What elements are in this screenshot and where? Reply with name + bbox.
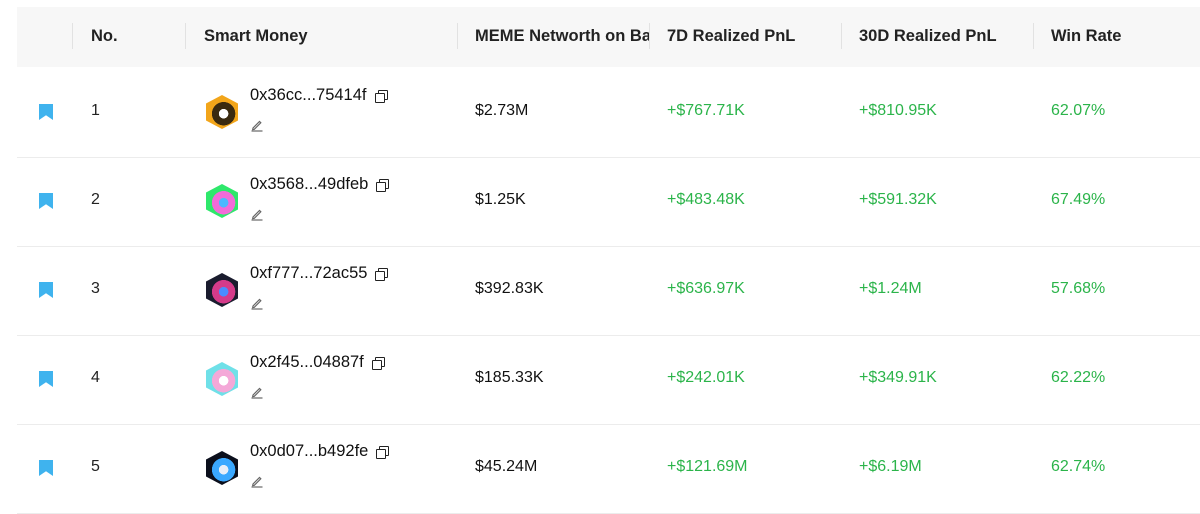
- smart-money-table: No. Smart Money MEME Networth on Ba 7D R…: [17, 7, 1200, 514]
- copy-icon[interactable]: [375, 90, 388, 103]
- table-row[interactable]: 3 0xf777...72ac55 $392.83K +$636.97K +$1.24M…: [17, 246, 1200, 336]
- table-row[interactable]: 4 0x2f45...04887f $185.33K +$242.01K +$349.9…: [17, 335, 1200, 425]
- wallet-avatar[interactable]: [206, 451, 238, 485]
- table-row[interactable]: 1 0x36cc...75414f $2.73M +$767.71K +$810.95K…: [17, 68, 1200, 158]
- wallet-address[interactable]: 0xf777...72ac55: [250, 264, 368, 282]
- pnl-7d-value: +$483.48K: [667, 191, 745, 208]
- table-row[interactable]: 2 0x3568...49dfeb $1.25K +$483.48K +$591.32K…: [17, 157, 1200, 247]
- table-row[interactable]: 5 0x0d07...b492fe $45.24M +$121.69M +$6.19M 6…: [17, 424, 1200, 514]
- edit-icon[interactable]: [250, 118, 264, 132]
- edit-icon[interactable]: [250, 474, 264, 488]
- copy-icon[interactable]: [376, 446, 389, 459]
- table-header: No. Smart Money MEME Networth on Ba 7D R…: [17, 7, 1200, 67]
- edit-icon[interactable]: [250, 385, 264, 399]
- row-number: 5: [91, 458, 100, 475]
- wallet-avatar[interactable]: [206, 362, 238, 396]
- networth-value: $1.25K: [475, 191, 526, 208]
- edit-icon[interactable]: [250, 296, 264, 310]
- header-divider: [457, 23, 458, 49]
- bookmark-icon[interactable]: [39, 460, 53, 476]
- wallet-address[interactable]: 0x0d07...b492fe: [250, 442, 369, 460]
- pnl-7d-value: +$636.97K: [667, 280, 745, 297]
- win-rate-value: 67.49%: [1051, 191, 1106, 208]
- header-no[interactable]: No.: [91, 27, 118, 45]
- copy-icon[interactable]: [376, 179, 389, 192]
- row-number: 1: [91, 102, 100, 119]
- header-divider: [72, 23, 73, 49]
- pnl-7d-value: +$242.01K: [667, 369, 745, 386]
- header-networth[interactable]: MEME Networth on Ba: [475, 27, 649, 45]
- win-rate-value: 57.68%: [1051, 280, 1106, 297]
- bookmark-icon[interactable]: [39, 371, 53, 387]
- win-rate-value: 62.22%: [1051, 369, 1106, 386]
- pnl-7d-value: +$767.71K: [667, 102, 745, 119]
- header-divider: [841, 23, 842, 49]
- header-divider: [185, 23, 186, 49]
- header-smart-money[interactable]: Smart Money: [204, 27, 308, 45]
- win-rate-value: 62.74%: [1051, 458, 1106, 475]
- copy-icon[interactable]: [375, 268, 388, 281]
- row-number: 4: [91, 369, 100, 386]
- wallet-address[interactable]: 0x2f45...04887f: [250, 353, 364, 371]
- networth-value: $392.83K: [475, 280, 544, 297]
- wallet-avatar[interactable]: [206, 95, 238, 129]
- wallet-address[interactable]: 0x36cc...75414f: [250, 86, 367, 104]
- header-divider: [1033, 23, 1034, 49]
- bookmark-icon[interactable]: [39, 282, 53, 298]
- row-number: 3: [91, 280, 100, 297]
- pnl-30d-value: +$349.91K: [859, 369, 937, 386]
- pnl-30d-value: +$591.32K: [859, 191, 937, 208]
- wallet-avatar[interactable]: [206, 184, 238, 218]
- edit-icon[interactable]: [250, 207, 264, 221]
- copy-icon[interactable]: [372, 357, 385, 370]
- networth-value: $45.24M: [475, 458, 538, 475]
- networth-value: $185.33K: [475, 369, 544, 386]
- row-number: 2: [91, 191, 100, 208]
- header-pnl-7d[interactable]: 7D Realized PnL: [667, 27, 796, 45]
- header-pnl-30d[interactable]: 30D Realized PnL: [859, 27, 997, 45]
- wallet-avatar[interactable]: [206, 273, 238, 307]
- pnl-7d-value: +$121.69M: [667, 458, 748, 475]
- pnl-30d-value: +$6.19M: [859, 458, 922, 475]
- pnl-30d-value: +$810.95K: [859, 102, 937, 119]
- pnl-30d-value: +$1.24M: [859, 280, 922, 297]
- bookmark-icon[interactable]: [39, 104, 53, 120]
- header-win-rate[interactable]: Win Rate: [1051, 27, 1122, 45]
- wallet-address[interactable]: 0x3568...49dfeb: [250, 175, 369, 193]
- networth-value: $2.73M: [475, 102, 529, 119]
- win-rate-value: 62.07%: [1051, 102, 1106, 119]
- bookmark-icon[interactable]: [39, 193, 53, 209]
- header-divider: [649, 23, 650, 49]
